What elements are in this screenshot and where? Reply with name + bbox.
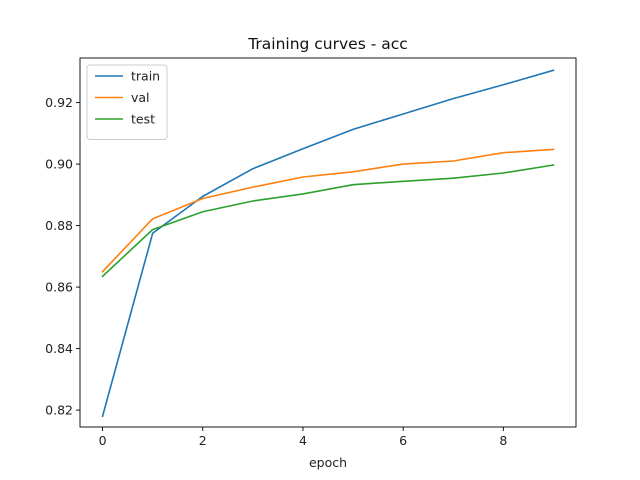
series-line-val <box>101 148 555 273</box>
legend-label-test: test <box>131 112 155 127</box>
legend-box <box>86 64 168 140</box>
x-tick-label: 6 <box>399 433 407 448</box>
chart-title: Training curves - acc <box>247 35 408 53</box>
series-line-test <box>101 164 555 278</box>
y-tick-label: 0.88 <box>45 218 73 233</box>
x-tick-label: 4 <box>299 433 307 448</box>
legend: train val test <box>86 64 168 140</box>
x-axis-label: epoch <box>309 455 347 470</box>
x-tick-label: 8 <box>499 433 507 448</box>
y-tick-label: 0.90 <box>45 157 73 172</box>
x-tick-label: 0 <box>99 433 107 448</box>
legend-label-val: val <box>131 90 150 105</box>
axes-layer: 0 2 4 6 8 0.82 0.84 0.86 0.88 0.90 0.92 <box>45 57 577 448</box>
y-tick-label: 0.86 <box>45 280 73 295</box>
series-layer <box>101 69 555 418</box>
y-tick-label: 0.82 <box>45 403 73 418</box>
x-tick-label: 2 <box>199 433 207 448</box>
legend-label-train: train <box>131 69 160 84</box>
y-tick-label: 0.92 <box>45 95 73 110</box>
series-line-train <box>101 69 555 418</box>
plot-frame <box>79 57 577 428</box>
y-tick-label: 0.84 <box>45 341 73 356</box>
